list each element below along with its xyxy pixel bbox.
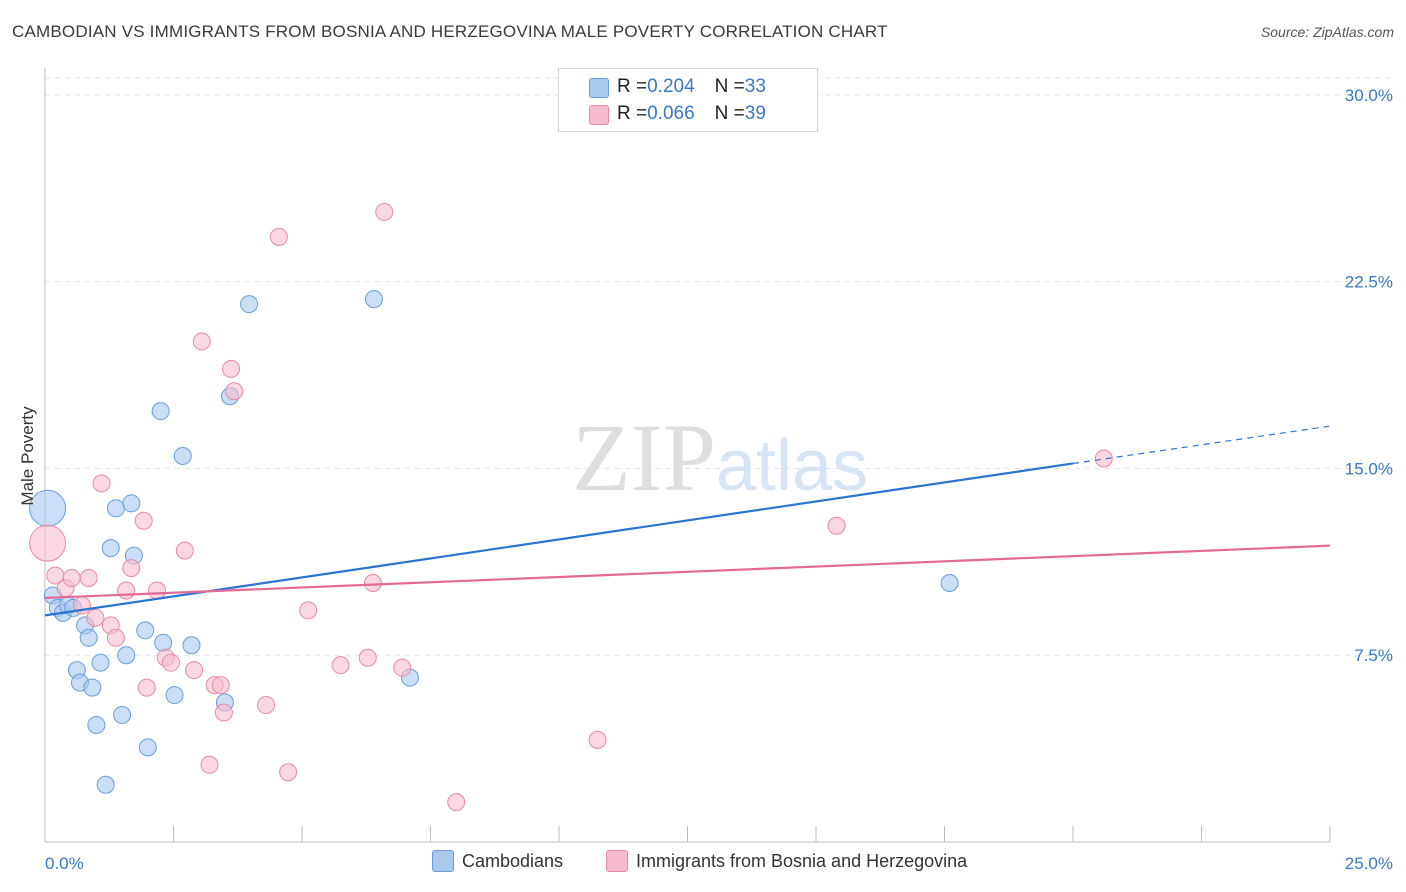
legend-item-cambodians[interactable]: Cambodians xyxy=(432,850,563,872)
legend-item-bosnia[interactable]: Immigrants from Bosnia and Herzegovina xyxy=(606,850,967,872)
r-value: 0.066 xyxy=(647,103,695,124)
legend-label: Cambodians xyxy=(462,850,564,871)
cambodian-point xyxy=(106,499,125,518)
r-label: R = xyxy=(617,76,648,97)
points-layer xyxy=(29,202,1113,812)
bosnia-point xyxy=(257,696,276,715)
y-tick-label: 7.5% xyxy=(1354,646,1393,665)
n-value: 39 xyxy=(744,103,766,124)
bosnia-point xyxy=(148,581,167,600)
x-tick-label-max: 25.0% xyxy=(1345,854,1393,873)
series-legend: Cambodians Immigrants from Bosnia and He… xyxy=(0,850,1406,880)
legend-swatch-blue xyxy=(589,78,609,98)
bosnia-point xyxy=(393,658,412,677)
cambodian-point xyxy=(182,636,201,655)
bosnia-point xyxy=(279,763,298,782)
cambodian-point xyxy=(240,295,259,314)
bosnia-point xyxy=(447,793,466,812)
bosnia-point xyxy=(211,676,230,695)
bosnia-point xyxy=(363,574,382,593)
bosnia-point xyxy=(117,581,136,600)
y-tick-label: 15.0% xyxy=(1345,459,1393,478)
cambodian-point xyxy=(940,574,959,593)
n-value: 33 xyxy=(744,76,766,97)
bosnia-point xyxy=(122,559,141,578)
cambodian-point xyxy=(122,494,141,513)
bosnia-point xyxy=(175,541,194,560)
bosnia-point xyxy=(358,648,377,667)
legend-label: Immigrants from Bosnia and Herzegovina xyxy=(636,850,968,871)
y-axis-label: Male Poverty xyxy=(18,406,37,506)
r-value: 0.204 xyxy=(647,76,695,97)
cambodian-point xyxy=(151,402,170,421)
bosnia-point xyxy=(161,653,180,672)
source-label: Source: ZipAtlas.com xyxy=(1260,24,1394,40)
cambodian-point xyxy=(154,633,173,652)
bosnia-trend-line xyxy=(44,544,1331,600)
bosnia-point xyxy=(62,569,81,588)
cambodian-point xyxy=(113,705,132,724)
bosnia-point xyxy=(588,730,607,749)
bosnia-point xyxy=(1094,449,1113,468)
bosnia-point xyxy=(299,601,318,620)
cambodian-point xyxy=(173,447,192,465)
legend-row-cambodians: R = 0.204 N = 33 xyxy=(589,74,766,100)
legend-row-bosnia: R = 0.066 N = 39 xyxy=(589,101,766,127)
axis-layer xyxy=(44,68,1331,843)
n-label: N = xyxy=(714,103,745,124)
chart-title: CAMBODIAN VS IMMIGRANTS FROM BOSNIA AND … xyxy=(12,22,888,41)
y-tick-label: 22.5% xyxy=(1345,273,1393,292)
bosnia-point xyxy=(375,202,394,221)
correlation-legend: R = 0.204 N = 33 R = 0.066 N = 39 xyxy=(558,68,818,132)
bosnia-point xyxy=(29,524,67,562)
trend-layer xyxy=(44,425,1331,617)
label-layer: 7.5% 15.0% 22.5% 30.0% 0.0% 25.0% xyxy=(45,86,1393,873)
bosnia-point xyxy=(92,474,111,493)
bosnia-point xyxy=(214,703,233,722)
x-tick-label-min: 0.0% xyxy=(45,854,84,873)
bosnia-point xyxy=(185,661,204,680)
cambodian-point xyxy=(101,539,120,558)
cambodian-point xyxy=(165,686,184,705)
cambodian-point xyxy=(91,653,110,672)
cambodian-point xyxy=(364,290,383,309)
grid-layer xyxy=(45,77,1392,656)
cambodian-point xyxy=(117,646,136,665)
r-label: R = xyxy=(617,103,648,124)
cambodian-trend-extension xyxy=(1072,425,1331,465)
bosnia-point xyxy=(200,755,219,774)
bosnia-point xyxy=(79,569,98,588)
bosnia-point xyxy=(827,516,846,535)
bosnia-point xyxy=(269,227,288,246)
watermark: ZIPatlas xyxy=(572,404,868,511)
legend-swatch-pink xyxy=(606,850,628,872)
bosnia-point xyxy=(86,608,105,627)
cambodian-point xyxy=(79,628,98,647)
bosnia-point xyxy=(331,656,350,675)
bosnia-point xyxy=(192,332,211,351)
n-label: N = xyxy=(714,76,745,97)
cambodian-point xyxy=(83,678,102,697)
bosnia-point xyxy=(222,359,241,378)
cambodian-point xyxy=(87,715,106,734)
legend-swatch-blue xyxy=(432,850,454,872)
cambodian-point xyxy=(136,621,155,640)
bosnia-point xyxy=(137,678,156,697)
bosnia-point xyxy=(225,382,244,401)
cambodian-point xyxy=(138,738,157,757)
bosnia-point xyxy=(106,628,125,647)
y-tick-label: 30.0% xyxy=(1345,86,1393,105)
legend-swatch-pink xyxy=(589,105,609,125)
bosnia-point xyxy=(134,511,153,530)
cambodian-point xyxy=(96,775,115,794)
